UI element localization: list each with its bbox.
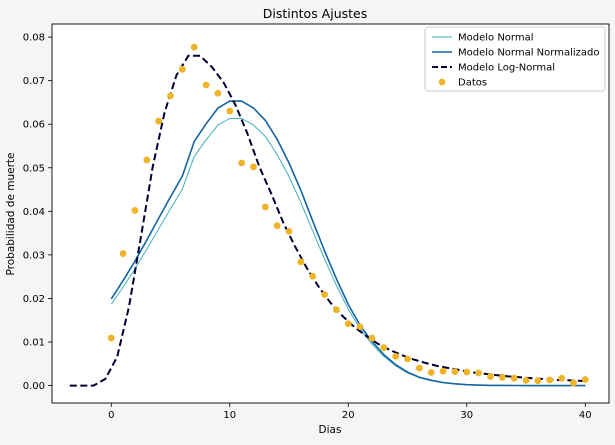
x-tick-label: 40 bbox=[579, 410, 592, 421]
data-point bbox=[297, 258, 305, 266]
x-tick-label: 0 bbox=[108, 410, 114, 421]
data-point bbox=[250, 163, 257, 171]
data-point bbox=[119, 250, 127, 257]
data-point bbox=[333, 306, 340, 314]
y-tick-label: 0.00 bbox=[23, 381, 45, 392]
y-tick-label: 0.04 bbox=[23, 207, 45, 218]
legend-label-modelo-log-normal: Modelo Log-Normal bbox=[458, 63, 555, 74]
data-point bbox=[238, 159, 246, 167]
data-point bbox=[214, 89, 222, 97]
y-tick-label: 0.01 bbox=[23, 338, 45, 349]
legend-items: Modelo Normal Modelo Normal Normalizado Mo… bbox=[432, 33, 599, 89]
data-point bbox=[570, 379, 577, 387]
data-point bbox=[143, 156, 151, 164]
x-axis-ticks: 0 10 20 30 40 bbox=[108, 403, 592, 421]
data-point bbox=[226, 107, 234, 115]
data-point bbox=[167, 92, 174, 100]
data-point bbox=[415, 364, 423, 372]
data-point bbox=[487, 373, 494, 380]
data-point bbox=[261, 203, 269, 211]
data-point bbox=[546, 376, 554, 384]
plot-frame bbox=[51, 23, 610, 404]
data-point bbox=[321, 291, 328, 298]
data-point bbox=[155, 117, 163, 125]
data-point bbox=[356, 323, 364, 331]
data-point bbox=[522, 376, 530, 384]
y-tick-label: 0.02 bbox=[23, 294, 45, 305]
data-point bbox=[427, 369, 435, 376]
data-point bbox=[498, 373, 506, 381]
chart-title: Distintos Ajustes bbox=[263, 6, 368, 21]
legend-label-datos: Datos bbox=[458, 78, 487, 89]
data-point bbox=[404, 355, 411, 363]
series-layer bbox=[69, 43, 589, 387]
data-point bbox=[475, 369, 483, 377]
y-axis-label: Probabilidad de muerte bbox=[5, 153, 17, 276]
data-point bbox=[510, 374, 518, 382]
y-tick-label: 0.05 bbox=[23, 163, 45, 174]
legend-box bbox=[424, 26, 606, 92]
data-point bbox=[534, 377, 542, 385]
legend-swatch-datos bbox=[438, 78, 446, 86]
data-point bbox=[131, 207, 139, 214]
y-axis-ticks: 0.00 0.01 0.02 0.03 0.04 0.05 0.06 0.07 0.08 bbox=[23, 33, 52, 392]
data-point bbox=[581, 376, 589, 383]
data-point bbox=[392, 352, 400, 360]
data-point bbox=[273, 222, 281, 230]
y-tick-label: 0.03 bbox=[23, 250, 45, 261]
x-tick-label: 30 bbox=[460, 410, 473, 421]
data-point bbox=[107, 334, 115, 342]
x-tick-label: 20 bbox=[342, 410, 355, 421]
data-point bbox=[309, 272, 317, 280]
data-point bbox=[368, 334, 376, 342]
data-point bbox=[463, 368, 471, 376]
data-point bbox=[178, 65, 186, 73]
legend-label-modelo-normal: Modelo Normal bbox=[458, 33, 534, 44]
legend: Modelo Normal Modelo Normal Normalizado Mo… bbox=[424, 26, 606, 92]
x-tick-label: 10 bbox=[223, 410, 236, 421]
data-point bbox=[285, 227, 293, 235]
data-point bbox=[190, 43, 198, 51]
y-tick-label: 0.08 bbox=[23, 33, 45, 44]
data-point bbox=[439, 367, 447, 375]
y-tick-label: 0.06 bbox=[23, 120, 45, 131]
data-point bbox=[202, 81, 210, 89]
data-point bbox=[380, 344, 388, 352]
legend-label-modelo-normal-normalizado: Modelo Normal Normalizado bbox=[458, 48, 599, 59]
data-point bbox=[451, 368, 459, 376]
data-point bbox=[344, 320, 352, 328]
data-point bbox=[558, 374, 565, 382]
x-axis-label: Dias bbox=[319, 424, 342, 436]
y-tick-label: 0.07 bbox=[23, 76, 45, 87]
series-line-modelo-normal-normalizado bbox=[110, 100, 586, 387]
